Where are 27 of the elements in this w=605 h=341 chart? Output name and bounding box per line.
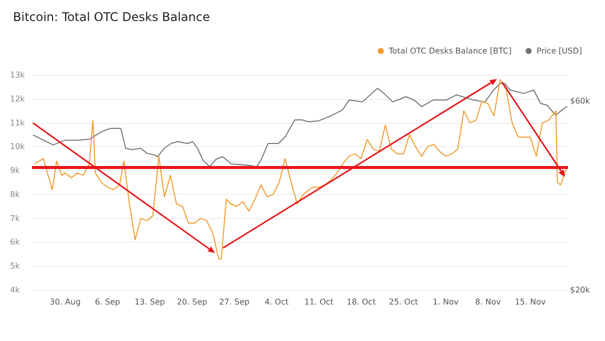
x-tick-label: 13. Sep xyxy=(134,298,165,306)
x-tick-label: 6. Sep xyxy=(94,298,120,306)
x-tick-label: 11. Oct xyxy=(304,298,334,306)
y2-tick-label: $20k xyxy=(570,286,590,294)
x-tick-label: 18. Oct xyxy=(346,298,376,306)
y-tick-label: 11k xyxy=(10,118,26,128)
y-tick-label: 4k xyxy=(10,286,20,294)
y-tick-label: 9k xyxy=(10,166,20,176)
y-tick-label: 6k xyxy=(10,238,20,247)
x-tick-label: 1. Nov xyxy=(432,298,459,306)
legend-label: Total OTC Desks Balance [BTC] xyxy=(388,46,512,56)
y-tick-label: 10k xyxy=(10,142,26,152)
y2-tick-label: $60k xyxy=(570,96,590,106)
y-tick-label: 8k xyxy=(10,190,20,199)
x-tick-label: 20. Sep xyxy=(176,298,208,306)
x-tick-label: 27. Sep xyxy=(219,298,250,306)
y-tick-label: 7k xyxy=(10,214,20,223)
y-tick-label: 5k xyxy=(10,262,20,271)
x-tick-label: 4. Oct xyxy=(264,298,289,306)
legend-label: Price [USD] xyxy=(536,46,582,56)
y-tick-label: 13k xyxy=(10,70,26,80)
x-tick-label: 30. Aug xyxy=(50,298,81,306)
x-tick-label: 8. Nov xyxy=(475,298,502,306)
x-tick-label: 25. Oct xyxy=(388,298,418,306)
chart-title: Bitcoin: Total OTC Desks Balance xyxy=(13,10,210,24)
y-tick-label: 12k xyxy=(10,94,26,104)
x-tick-label: 15. Nov xyxy=(514,298,546,306)
